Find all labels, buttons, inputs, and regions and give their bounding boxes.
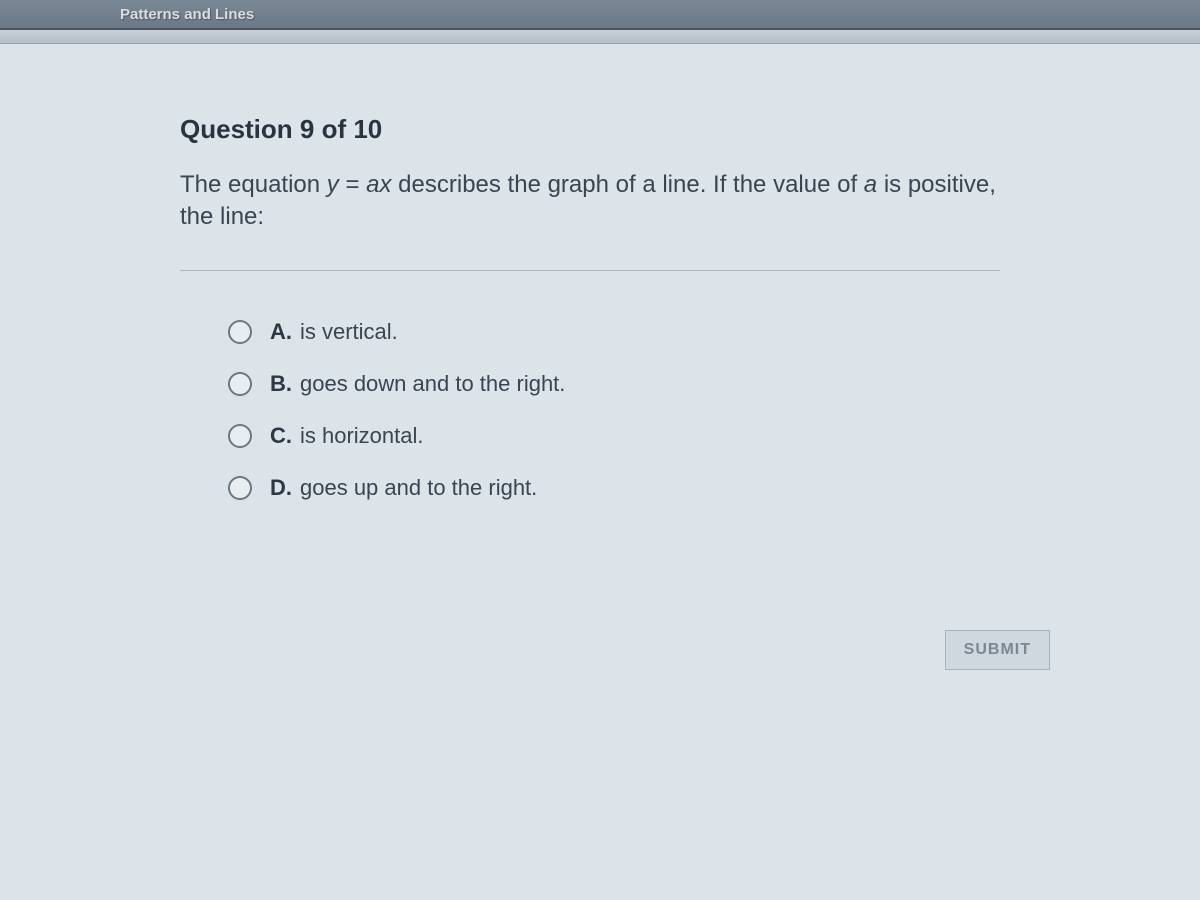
option-letter: B. — [270, 371, 292, 397]
radio-icon[interactable] — [228, 476, 252, 500]
question-divider — [180, 270, 1000, 271]
content-area: Question 9 of 10 The equation y = ax des… — [0, 44, 1200, 900]
prompt-eq-ax: ax — [366, 171, 391, 198]
question-prompt: The equation y = ax describes the graph … — [180, 169, 1000, 234]
option-letter: C. — [270, 423, 292, 449]
divider-bar — [0, 30, 1200, 44]
options-list: A. is vertical. B. goes down and to the … — [180, 319, 1020, 501]
prompt-mid: describes the graph of a line. If the va… — [392, 171, 864, 198]
option-text: goes down and to the right. — [300, 371, 565, 397]
radio-icon[interactable] — [228, 320, 252, 344]
top-bar-title: Patterns and Lines — [120, 6, 254, 23]
prompt-prefix: The equation — [180, 171, 327, 198]
option-a[interactable]: A. is vertical. — [228, 319, 1020, 345]
option-text: is horizontal. — [300, 423, 424, 449]
prompt-a: a — [864, 171, 877, 198]
prompt-eq-eq: = — [339, 171, 366, 198]
top-bar: Patterns and Lines — [0, 0, 1200, 30]
prompt-eq-y: y — [327, 171, 339, 198]
radio-icon[interactable] — [228, 372, 252, 396]
submit-button[interactable]: SUBMIT — [945, 630, 1050, 670]
question-header: Question 9 of 10 — [180, 114, 1020, 145]
option-c[interactable]: C. is horizontal. — [228, 423, 1020, 449]
radio-icon[interactable] — [228, 424, 252, 448]
option-b[interactable]: B. goes down and to the right. — [228, 371, 1020, 397]
option-letter: A. — [270, 319, 292, 345]
option-d[interactable]: D. goes up and to the right. — [228, 475, 1020, 501]
option-text: is vertical. — [300, 319, 398, 345]
option-letter: D. — [270, 475, 292, 501]
option-text: goes up and to the right. — [300, 475, 537, 501]
